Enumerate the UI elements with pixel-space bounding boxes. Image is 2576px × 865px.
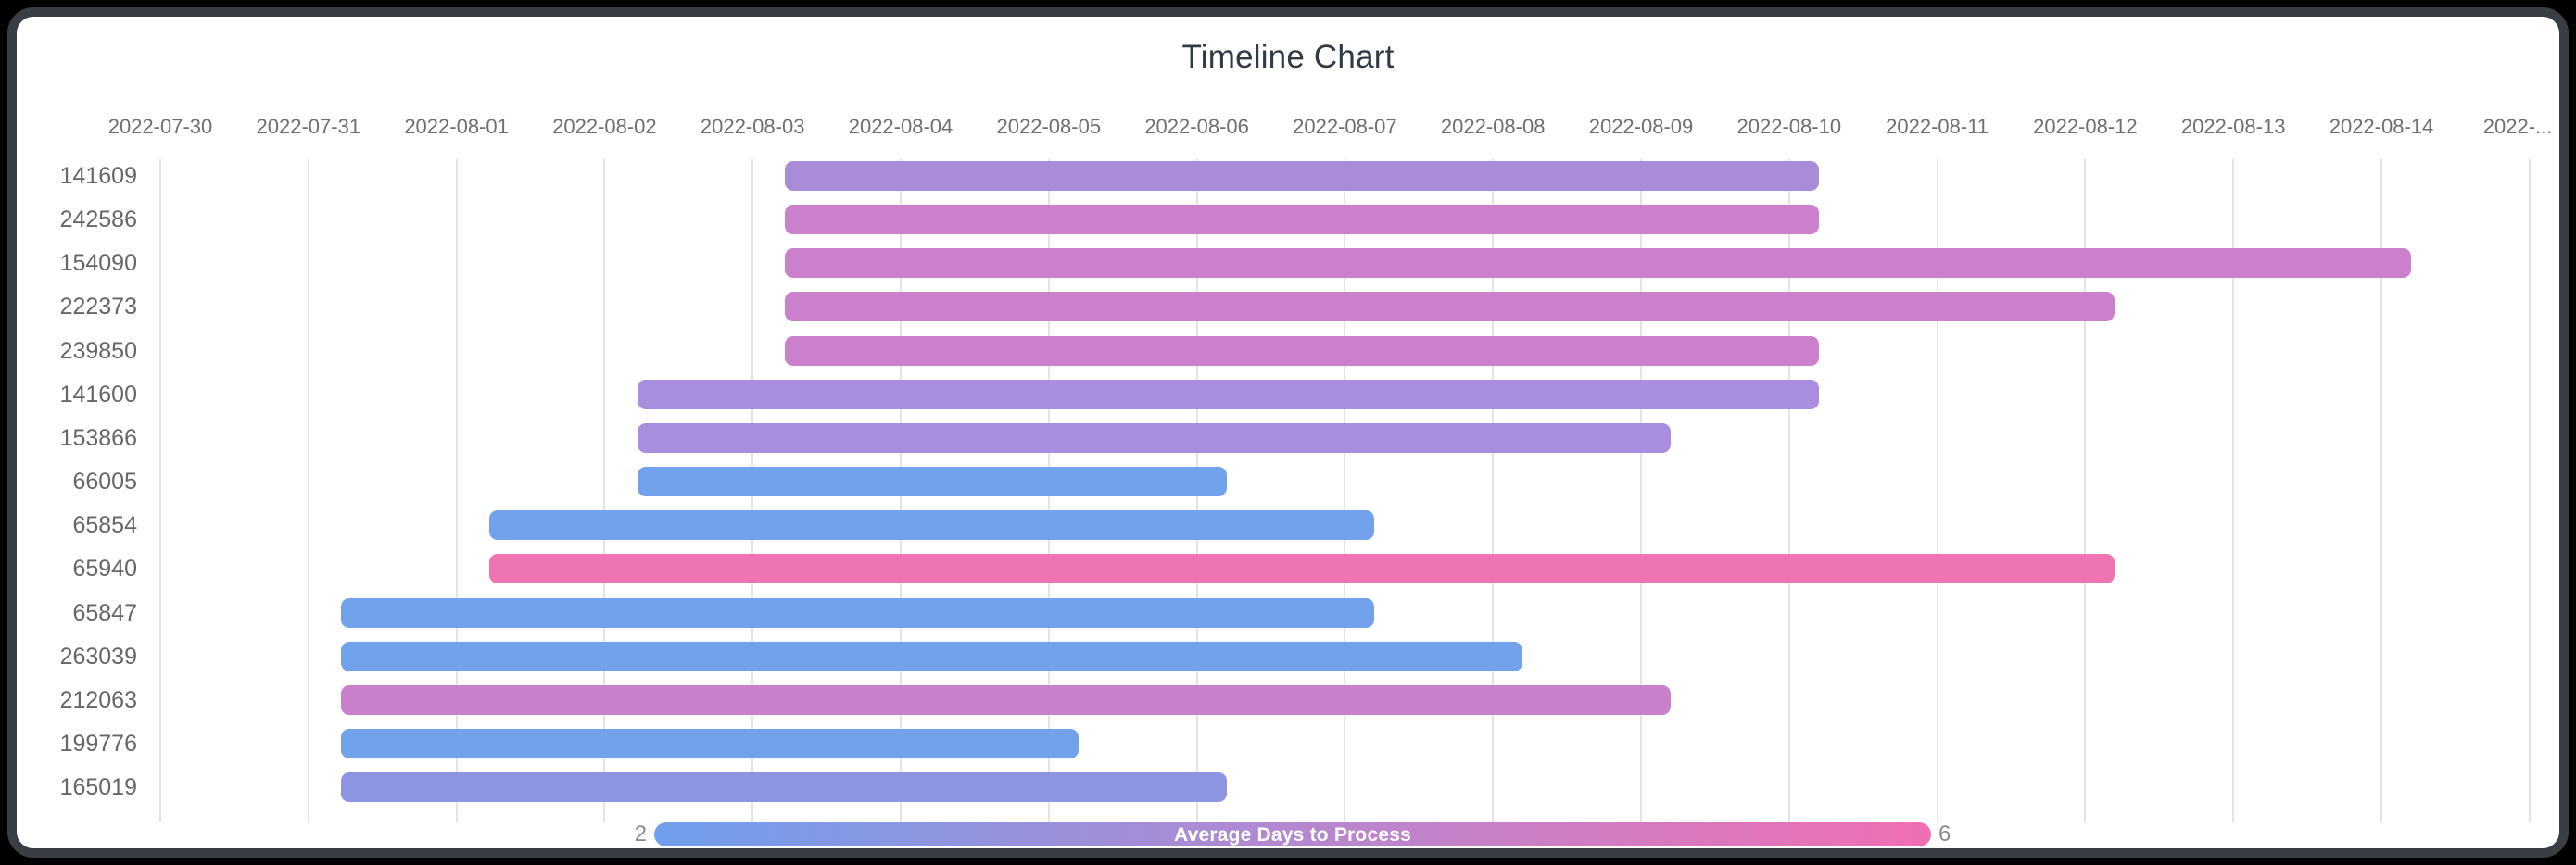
x-axis-label: 2022-08-14 (2329, 115, 2434, 138)
row-label: 141600 (59, 381, 137, 407)
timeline-bar[interactable] (488, 554, 2115, 584)
gridline (1344, 159, 1346, 822)
row-label: 141609 (59, 163, 137, 189)
chart-title: Timeline Chart (1181, 39, 1395, 75)
timeline-bar[interactable] (341, 597, 1375, 628)
x-axis-label: 2022-08-05 (996, 115, 1102, 138)
row-label: 153866 (59, 424, 137, 451)
timeline-bar[interactable] (785, 161, 1819, 191)
x-axis-label: 2022-07-30 (107, 115, 213, 138)
row-label: 199776 (59, 730, 137, 757)
timeline-bar[interactable] (637, 422, 1671, 453)
gridline (1787, 159, 1790, 822)
row-label: 65940 (72, 556, 137, 583)
x-axis-label: 2022-08-08 (1440, 115, 1546, 138)
timeline-bar[interactable] (341, 641, 1523, 671)
row-label: 222373 (59, 294, 137, 320)
gridline (2380, 159, 2382, 822)
x-axis-label: 2022-08-10 (1736, 115, 1842, 138)
x-axis-label: 2022-08-01 (404, 115, 509, 138)
gridline (603, 159, 606, 822)
timeline-bar[interactable] (785, 292, 2115, 322)
row-label: 212063 (59, 686, 137, 713)
row-label: 239850 (59, 337, 137, 364)
gridline (2528, 159, 2531, 822)
x-axis-label: 2022-08-04 (848, 115, 953, 138)
timeline-bar[interactable] (341, 772, 1227, 803)
timeline-bar[interactable] (488, 510, 1375, 541)
x-axis-label: 2022-08-02 (552, 115, 657, 138)
gridline (159, 159, 161, 822)
row-label: 263039 (59, 643, 137, 670)
row-label: 242586 (59, 207, 137, 233)
timeline-bar[interactable] (341, 728, 1079, 758)
x-axis-label: 2022-08-06 (1144, 115, 1249, 138)
x-axis-label: 2022-07-31 (256, 115, 361, 138)
gridline (2084, 159, 2087, 822)
timeline-bar[interactable] (341, 684, 1671, 715)
row-label: 66005 (72, 469, 137, 495)
chart-area: Timeline Chart 2022-07-30 2022-07-31 2022-… (17, 17, 2559, 848)
legend-min-label: 2 (634, 821, 647, 846)
x-axis-label: 2022-... (2482, 115, 2553, 138)
gridline (1936, 159, 1938, 822)
row-label: 65854 (72, 512, 137, 539)
timeline-bar[interactable] (637, 379, 1819, 409)
timeline-bar[interactable] (785, 248, 2411, 279)
x-axis-label: 2022-08-07 (1293, 115, 1397, 138)
row-label: 65847 (72, 599, 137, 626)
timeline-bar[interactable] (637, 467, 1227, 497)
legend-gradient-bar: Average Days to Process (654, 822, 1931, 846)
legend-caption: Average Days to Process (1174, 824, 1411, 846)
row-label: 165019 (59, 774, 137, 801)
x-axis-label: 2022-08-09 (1588, 115, 1694, 138)
x-axis-label: 2022-08-13 (2180, 115, 2286, 138)
gridline (1492, 159, 1495, 822)
timeline-bar[interactable] (785, 335, 1819, 366)
timeline-bar[interactable] (785, 205, 1819, 235)
gridline (307, 159, 309, 822)
legend-max-label: 6 (1938, 821, 1951, 846)
x-axis-label: 2022-08-11 (1886, 115, 1989, 138)
gridline (2232, 159, 2235, 822)
x-axis-label: 2022-08-03 (700, 115, 805, 138)
gridline (455, 159, 458, 822)
row-label: 154090 (59, 250, 137, 277)
gridline (1640, 159, 1642, 822)
x-axis-label: 2022-08-12 (2033, 115, 2138, 138)
